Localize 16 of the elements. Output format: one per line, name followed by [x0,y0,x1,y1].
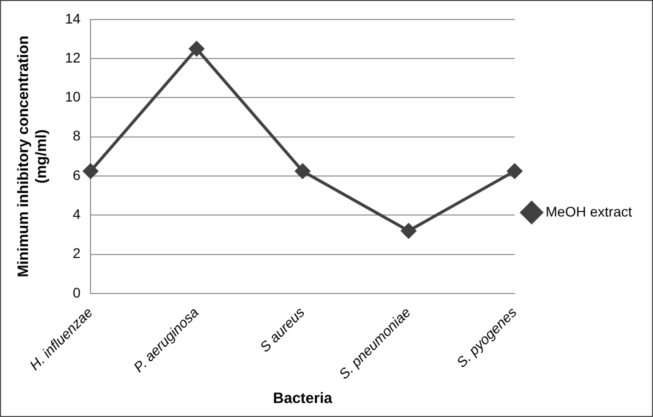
y-tick-label: 6 [72,166,81,183]
y-tick-label: 0 [72,284,81,300]
y-tick-label: 12 [64,49,81,66]
y-tick-label: 4 [72,206,81,222]
y-tick-label: 8 [72,128,81,144]
point [295,164,310,179]
x-axis-title: Bacteria [273,390,333,408]
y-tick-label: 10 [64,88,81,105]
point [507,164,522,179]
legend-label: MeOH extract [546,203,632,220]
y-axis-title: Minimum inhibitory concentration (mg/ml) [15,36,50,278]
point [189,41,204,56]
point [401,223,416,238]
y-tick-label: 14 [64,10,81,26]
y-tick-label: 2 [72,245,81,262]
point [83,164,98,179]
